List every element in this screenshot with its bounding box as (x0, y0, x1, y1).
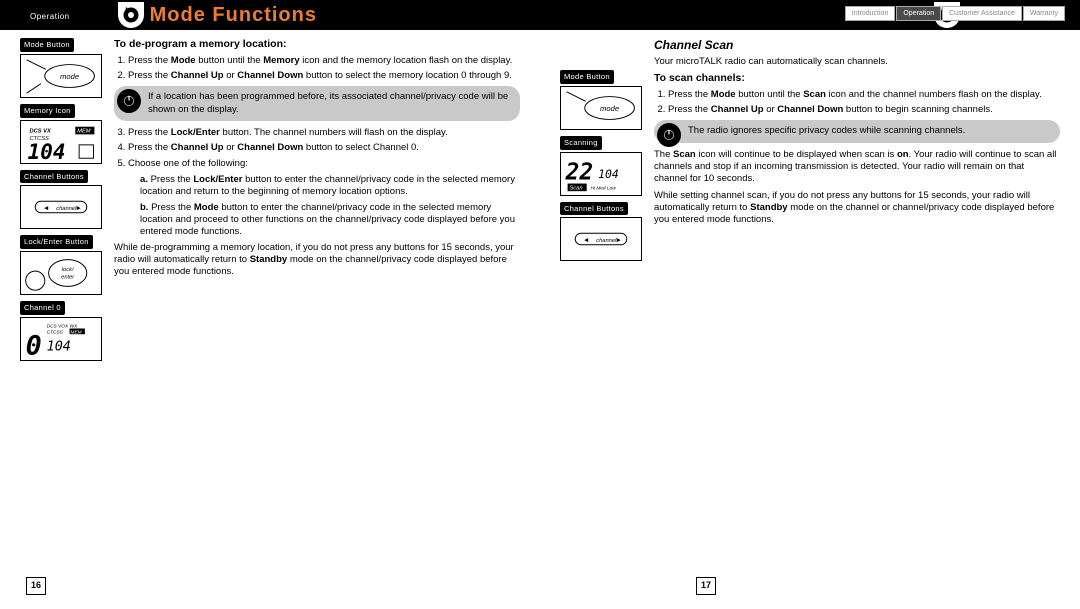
svg-text:mode: mode (600, 104, 619, 113)
memory-icon-thumb: DCS VXMEMCTCSS104 (20, 120, 102, 164)
tab-warranty: Warranty (1023, 6, 1065, 21)
svg-text:lock/: lock/ (62, 267, 75, 273)
left-sidebar: Mode Button mode Memory Icon DCS VX MEM CT… (20, 38, 108, 367)
scanning-thumb: 22 104 Scan Hi Med Low (560, 152, 642, 196)
tab-customer-assistance: Customer Assistance (942, 6, 1022, 21)
svg-text:channel: channel (596, 238, 617, 244)
svg-text:CTCSS: CTCSS (47, 329, 64, 335)
step-3: Press the Lock/Enter button. The channel… (128, 127, 520, 139)
svg-text:104: 104 (47, 339, 71, 354)
svg-text:◄: ◄ (43, 205, 50, 212)
section-subtitle-right: To scan channels: (654, 72, 1060, 86)
svg-text:MEM: MEM (71, 329, 82, 335)
section-tabs: Introduction Operation Customer Assistan… (845, 6, 1065, 21)
caption: Mode Button (560, 70, 614, 84)
caption: Scanning (560, 136, 602, 150)
lock-enter-thumb: lock/enter (20, 251, 102, 295)
header-bar: Operation Mode Functions Introduction Op… (0, 0, 1080, 30)
scan-paragraph-2: While setting channel scan, if you do no… (654, 190, 1060, 227)
svg-text:►: ► (75, 205, 82, 212)
caption: Channel Buttons (20, 170, 88, 184)
step-2: Press the Channel Up or Channel Down but… (128, 70, 520, 82)
svg-text:channel: channel (56, 206, 77, 212)
svg-text:22: 22 (565, 159, 594, 185)
svg-text:MEM: MEM (77, 128, 91, 134)
step-5: Choose one of the following: (128, 158, 520, 170)
caption: Memory Icon (20, 104, 75, 118)
left-page: Mode Button mode Memory Icon DCS VX MEM CT… (0, 38, 540, 367)
svg-text:DCS VX: DCS VX (30, 128, 52, 134)
step-1-right: Press the Mode button until the Scan ico… (668, 89, 1060, 101)
info-icon (657, 123, 681, 147)
callout-text: If a location has been programmed before… (148, 91, 508, 114)
section-subtitle: To de-program a memory location: (114, 38, 520, 52)
tab-operation: Operation (896, 6, 941, 21)
channel-scan-title: Channel Scan (654, 38, 1060, 54)
channel-0-thumb: 0DCS VOX WXCTCSSMEM104 (20, 317, 102, 361)
svg-text:0: 0 (26, 330, 42, 360)
info-icon (117, 89, 141, 113)
page-title: Mode Functions (150, 2, 317, 28)
substep-b: b. Press the Mode button to enter the ch… (140, 202, 520, 239)
callout-text: The radio ignores specific privacy codes… (688, 125, 965, 136)
svg-text:104: 104 (28, 140, 66, 163)
mode-button-thumb-right: mode (560, 86, 642, 130)
scan-paragraph-1: The Scan icon will continue to be displa… (654, 149, 1060, 186)
page-number-right: 17 (696, 577, 716, 595)
caption: Mode Button (20, 38, 74, 52)
speaker-icon (118, 2, 144, 28)
left-content: To de-program a memory location: Press t… (108, 38, 520, 367)
callout-note-right: The radio ignores specific privacy codes… (654, 120, 1060, 142)
right-sidebar: Mode Button mode Scanning 22 104 Scan Hi Me… (560, 38, 648, 267)
caption: Channel 0 (20, 301, 65, 315)
svg-text:104: 104 (598, 166, 619, 180)
callout-note: If a location has been programmed before… (114, 86, 520, 121)
step-2-right: Press the Channel Up or Channel Down but… (668, 104, 1060, 116)
caption: Lock/Enter Button (20, 235, 93, 249)
channel-buttons-thumb-right: ◄ channel► (560, 217, 642, 261)
svg-text:mode: mode (60, 72, 79, 81)
right-page: Mode Button mode Scanning 22 104 Scan Hi Me… (540, 38, 1080, 267)
operation-label-left: Operation (0, 6, 78, 24)
svg-text:◄: ◄ (583, 237, 590, 244)
page-number-left: 16 (26, 577, 46, 595)
closing-paragraph: While de-programming a memory location, … (114, 242, 520, 279)
right-content: Channel Scan Your microTALK radio can au… (648, 38, 1060, 267)
step-1: Press the Mode button until the Memory i… (128, 55, 520, 67)
intro-text: Your microTALK radio can automatically s… (654, 56, 1060, 68)
step-4: Press the Channel Up or Channel Down but… (128, 142, 520, 154)
tab-introduction: Introduction (845, 6, 896, 21)
svg-text:Hi Med Low: Hi Med Low (591, 185, 617, 191)
substep-a: a. Press the Lock/Enter button to enter … (140, 174, 520, 199)
channel-buttons-thumb: ◄ channel► (20, 185, 102, 229)
caption: Channel Buttons (560, 202, 628, 216)
svg-text:enter: enter (61, 275, 75, 281)
mode-button-thumb: mode (20, 54, 102, 98)
svg-text:Scan: Scan (570, 185, 583, 191)
svg-text:►: ► (615, 237, 622, 244)
